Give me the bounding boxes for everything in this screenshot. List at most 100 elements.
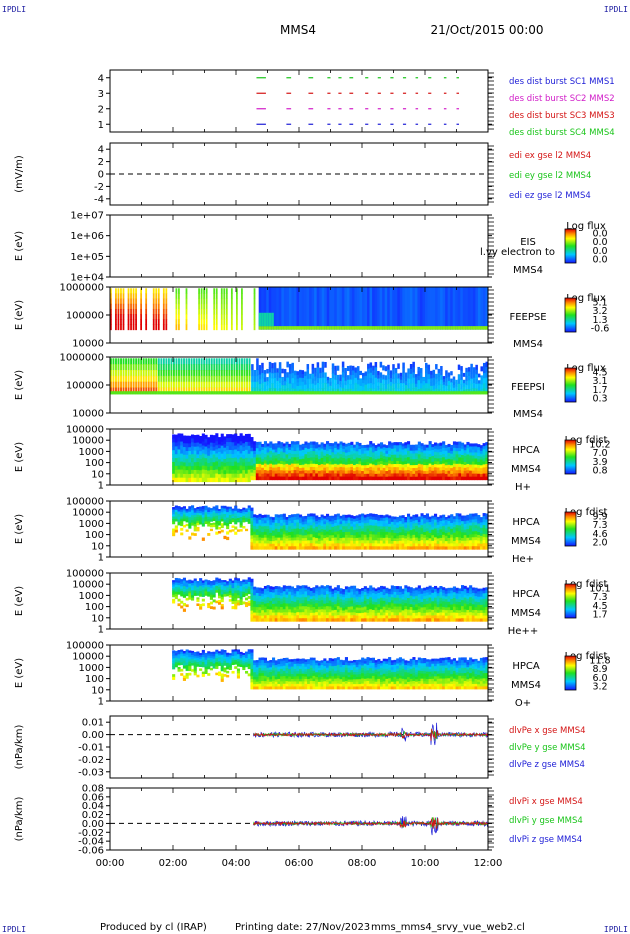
heat-cell <box>401 446 405 450</box>
heat-cell <box>304 457 308 462</box>
heat-cell <box>427 369 431 375</box>
heat-cell <box>450 470 454 475</box>
heat-cell <box>239 591 243 595</box>
heat-cell <box>442 454 446 458</box>
hpca_h-colorbar-value: 7.0 <box>592 448 607 459</box>
heat-cell <box>127 298 130 305</box>
heat-cell <box>282 470 286 475</box>
heat-cell <box>312 540 316 544</box>
heat-cell <box>239 580 243 584</box>
heat-cell <box>293 444 297 449</box>
heat-cell <box>200 324 203 331</box>
heat-cell <box>200 358 203 365</box>
heat-cell <box>399 372 403 377</box>
heat-cell <box>245 453 249 459</box>
heat-cell <box>382 515 386 519</box>
heat-cell <box>282 528 286 532</box>
heat-cell <box>258 537 262 541</box>
heat-cell <box>193 446 197 452</box>
heat-cell <box>234 531 238 535</box>
heat-cell <box>385 471 389 475</box>
heat-cell <box>236 314 238 320</box>
heat-cell <box>288 476 292 481</box>
heat-cell <box>228 445 232 451</box>
heat-cell <box>258 473 262 477</box>
heat-cell <box>346 287 350 330</box>
heat-cell <box>190 369 193 377</box>
heat-cell <box>436 449 440 453</box>
heat-cell <box>223 443 227 449</box>
heat-cell <box>247 445 251 451</box>
heat-cell <box>377 287 381 330</box>
heat-cell <box>452 538 456 542</box>
heat-cell <box>228 369 231 377</box>
heat-cell <box>431 526 435 531</box>
heat-cell <box>417 519 421 523</box>
heat-cell <box>377 526 381 530</box>
heat-cell <box>452 376 456 380</box>
heat-cell <box>328 535 332 539</box>
heat-cell <box>412 543 416 547</box>
heat-cell <box>236 447 240 452</box>
heat-cell <box>379 377 383 384</box>
heat-cell <box>311 391 315 395</box>
heat-cell <box>142 391 146 395</box>
heat-cell <box>204 593 208 596</box>
heat-cell <box>355 470 359 474</box>
hpca_he-colorbar-value: 7.3 <box>592 520 607 531</box>
heat-cell <box>299 546 303 550</box>
heat-cell <box>193 519 197 523</box>
heat-cell <box>201 449 205 455</box>
heat-cell <box>220 314 223 320</box>
heat-cell <box>425 519 429 523</box>
heat-cell <box>256 369 259 377</box>
heat-cell <box>170 375 173 383</box>
heat-cell <box>120 293 122 300</box>
heat-cell <box>258 463 262 468</box>
heat-cell <box>455 537 459 541</box>
heat-cell <box>319 287 323 330</box>
heat-cell <box>404 476 408 481</box>
heat-cell <box>288 461 292 466</box>
heat-cell <box>355 532 359 536</box>
heat-cell <box>423 529 427 533</box>
heat-cell <box>387 364 390 371</box>
heat-cell <box>301 326 305 330</box>
heat-cell <box>253 454 257 458</box>
heat-cell <box>477 455 481 460</box>
heat-cell <box>336 467 340 472</box>
heat-cell <box>250 535 254 540</box>
heat-cell <box>199 580 203 584</box>
heat-cell <box>354 287 358 330</box>
heat-cell <box>442 476 446 481</box>
heat-cell <box>145 387 148 394</box>
heat-cell <box>248 387 251 394</box>
heat-cell <box>135 303 137 310</box>
heat-cell <box>317 541 321 545</box>
heat-cell <box>196 473 200 479</box>
heat-cell <box>188 470 192 475</box>
heat-cell <box>420 473 424 478</box>
heat-cell <box>226 520 230 524</box>
heat-cell <box>311 368 315 375</box>
heat-cell <box>220 473 224 479</box>
heat-cell <box>361 546 365 550</box>
heat-cell <box>455 386 458 391</box>
heat-cell <box>312 441 316 446</box>
heat-cell <box>290 457 294 461</box>
heat-cell <box>296 453 300 458</box>
heat-cell <box>342 543 346 547</box>
heat-cell <box>442 523 446 527</box>
heat-cell <box>225 293 228 300</box>
heat-cell <box>452 521 456 525</box>
heat-cell <box>135 358 138 365</box>
heat-cell <box>399 379 403 384</box>
heat-cell <box>398 526 402 531</box>
heat-cell <box>223 477 227 483</box>
heat-cell <box>188 587 192 590</box>
heat-cell <box>223 582 227 585</box>
heat-cell <box>247 433 251 439</box>
heat-cell <box>467 367 471 373</box>
heat-cell <box>228 364 231 371</box>
heat-cell <box>394 326 398 330</box>
